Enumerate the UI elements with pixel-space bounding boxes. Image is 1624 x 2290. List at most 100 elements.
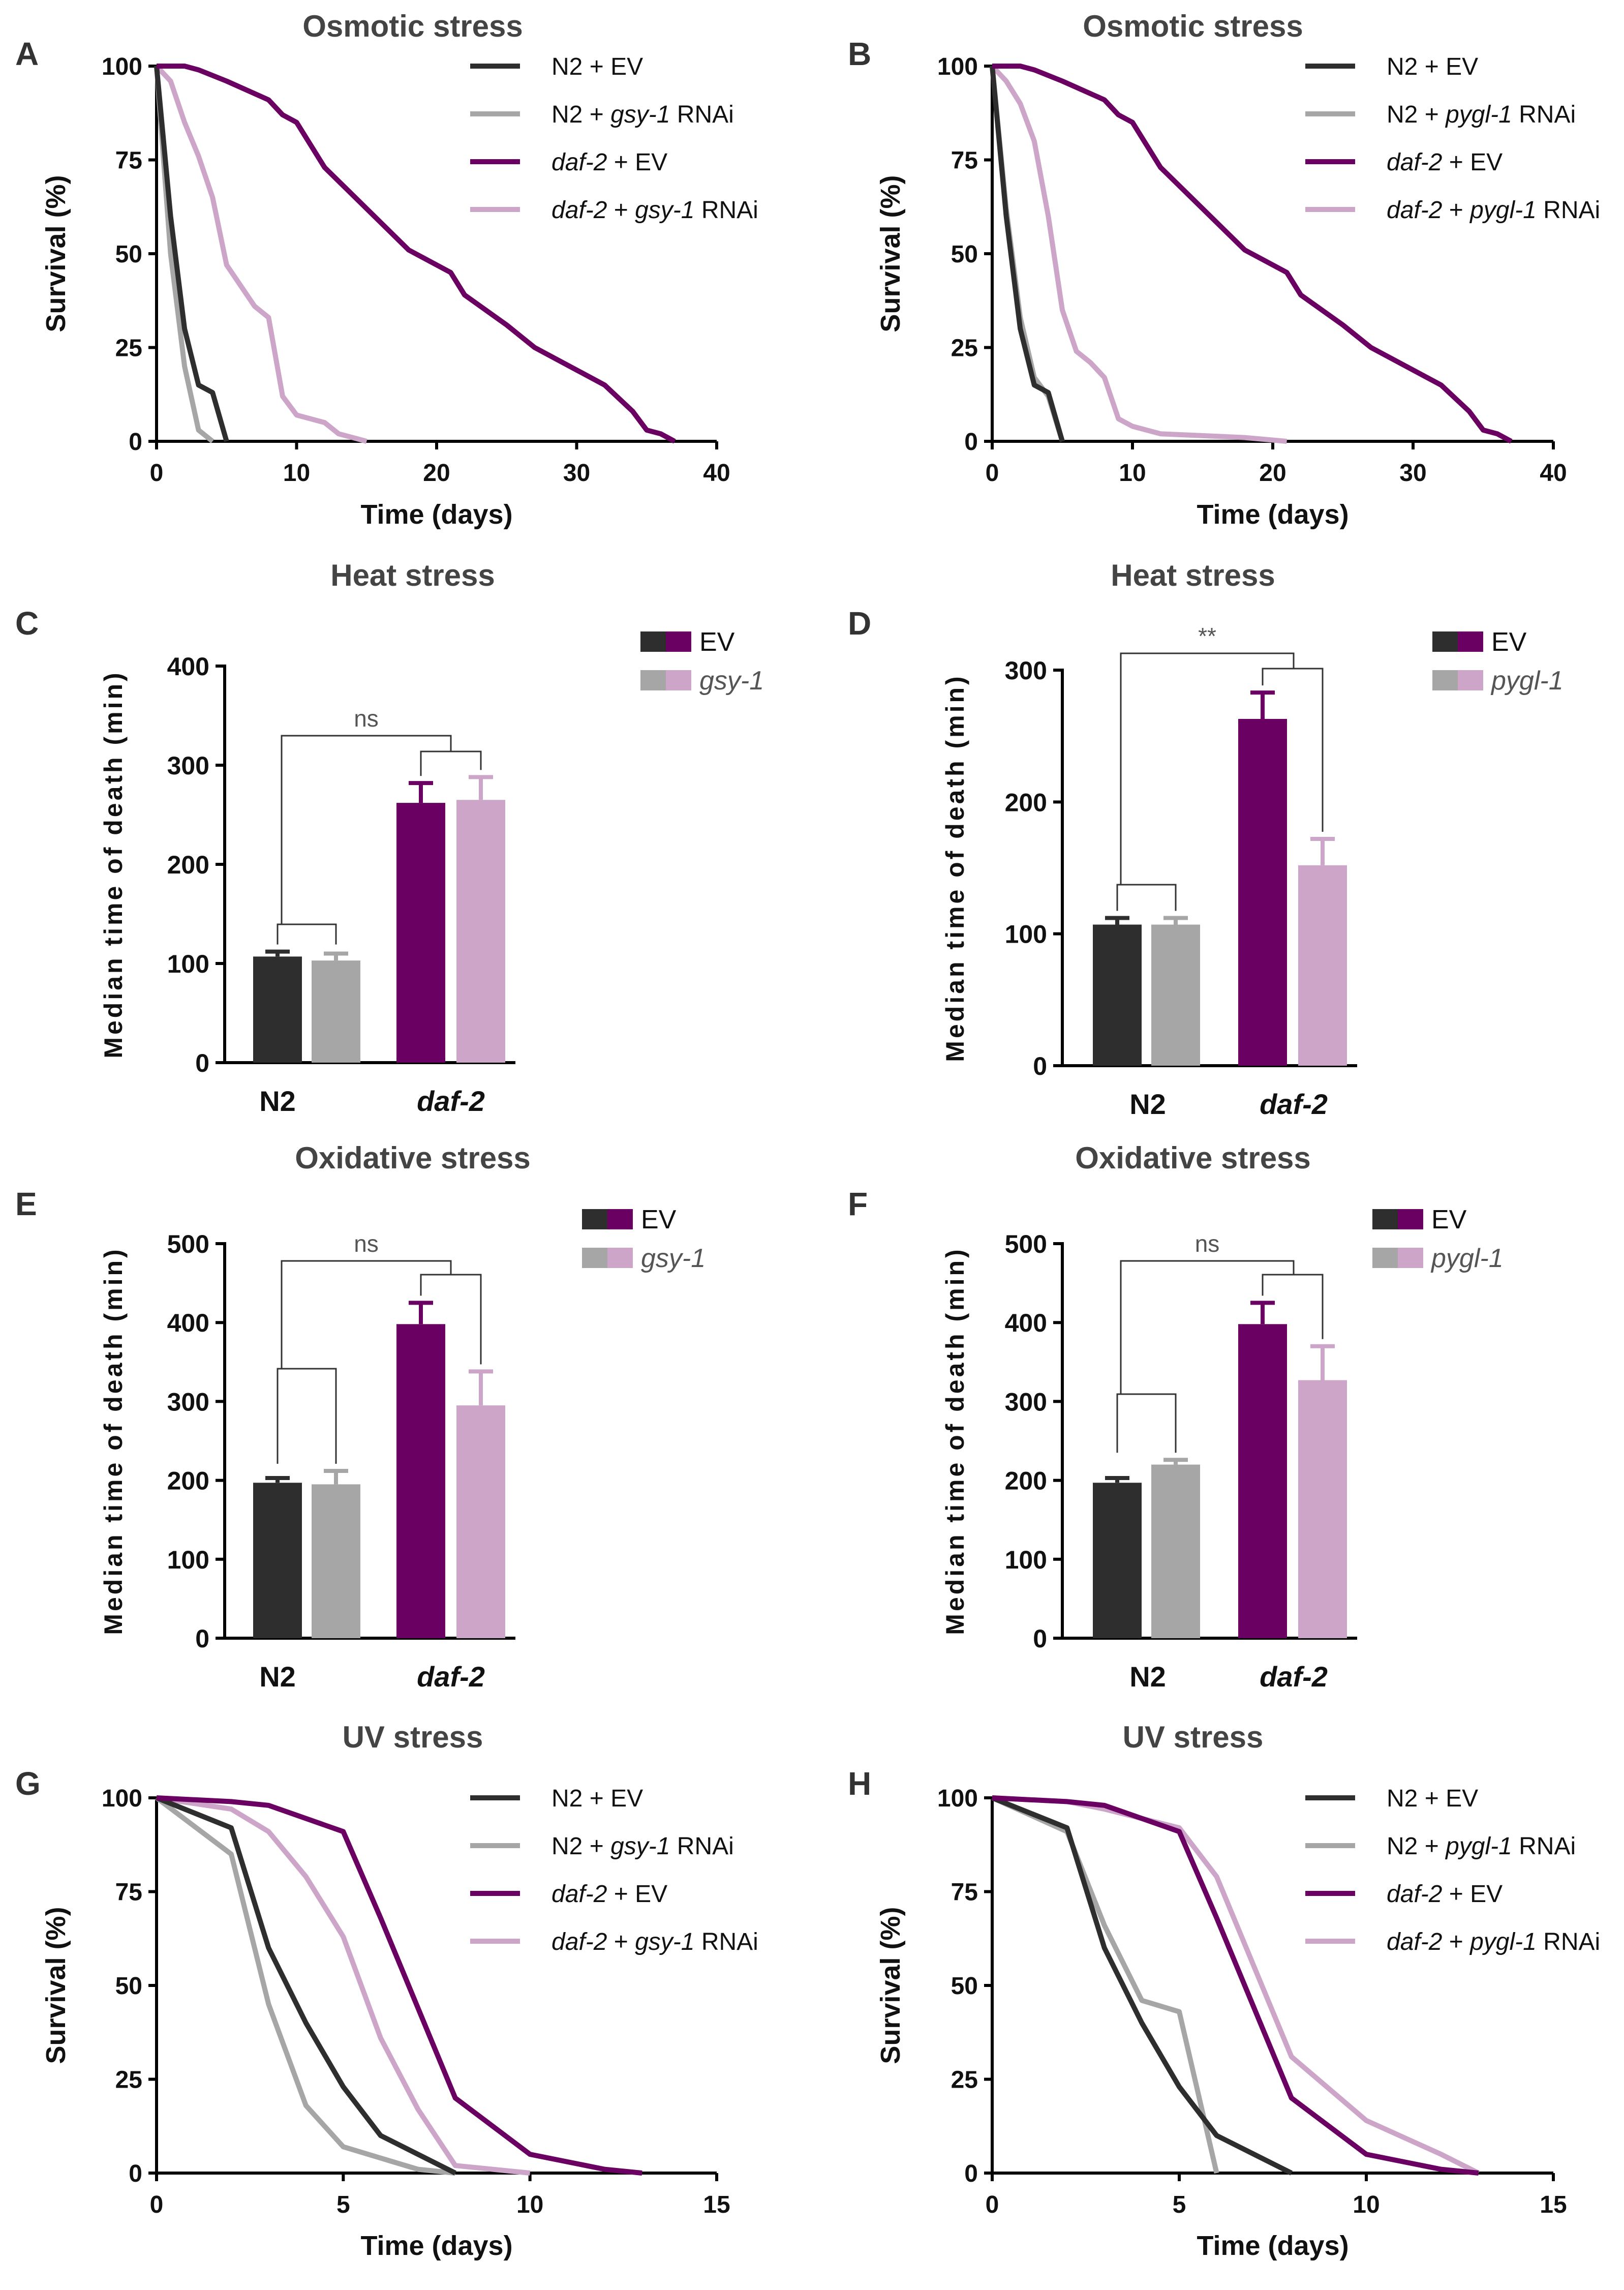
legend-label: daf-2 + EV: [1387, 1881, 1503, 1908]
bar: [396, 1324, 445, 1638]
y-tick-label: 75: [115, 1879, 142, 1906]
bracket-n2: [1116, 884, 1177, 911]
y-tick-label: 0: [195, 1624, 209, 1653]
y-tick-label: 75: [951, 1879, 978, 1906]
legend-swatch-n2: [582, 1248, 607, 1268]
text-span: + EV: [607, 149, 667, 176]
text-span: RNAi: [670, 101, 733, 128]
y-tick-label: 0: [1033, 1052, 1047, 1080]
legend-swatch-n2: [1372, 1248, 1398, 1268]
bar: [1093, 924, 1142, 1066]
panel-label: C: [15, 605, 39, 642]
significance-label: **: [1198, 623, 1216, 649]
y-axis-label: Median time of death (min): [941, 674, 969, 1062]
series-line: [156, 1795, 531, 2176]
y-tick-label: 200: [1005, 1467, 1047, 1495]
y-tick-label: 100: [937, 53, 978, 80]
text-span: gsy-1: [610, 101, 670, 128]
text-span: pygl-1: [1469, 1929, 1537, 1955]
bar: [1238, 718, 1287, 1066]
legend-swatch-n2: [1432, 631, 1458, 652]
y-axis-label: Median time of death (min): [99, 1247, 128, 1635]
x-tick-label: 10: [283, 460, 310, 487]
y-tick-label: 100: [1005, 920, 1047, 949]
legend-label: N2 + EV: [1387, 1785, 1478, 1812]
x-tick-label: 0: [986, 2191, 999, 2218]
legend-swatch-daf2: [666, 670, 691, 690]
text-span: + EV: [1442, 1881, 1503, 1908]
x-tick-label: 0: [150, 460, 164, 487]
panel-title: UV stress: [1123, 1720, 1264, 1754]
y-tick-label: 75: [115, 147, 142, 174]
y-tick-label: 200: [167, 1467, 209, 1495]
x-axis-label: Time (days): [1197, 2231, 1349, 2261]
legend-label: EV: [1431, 1205, 1467, 1234]
text-span: RNAi: [1537, 197, 1600, 224]
series-line: [992, 1795, 1479, 2176]
legend-label: daf-2 + EV: [1387, 149, 1503, 176]
y-axis-label: Median time of death (min): [941, 1247, 969, 1635]
text-span: pygl-1: [1445, 101, 1512, 128]
legend-label: EV: [641, 1205, 677, 1234]
y-axis-label: Median time of death (min): [99, 670, 128, 1058]
bar: [253, 956, 302, 1063]
y-tick-label: 25: [951, 2067, 978, 2094]
panel-b: B Osmotic stress 0 25 50 75 100 0 10 20 30 40 Surviv…: [848, 9, 1600, 530]
text-span: gsy-1: [635, 1929, 694, 1955]
x-tick-label: 10: [1119, 460, 1146, 487]
text-span: gsy-1: [610, 1833, 670, 1860]
y-tick-label: 25: [115, 2067, 142, 2094]
text-span: daf-2: [551, 197, 607, 224]
panel-title: Heat stress: [1111, 558, 1275, 592]
bracket-n2: [1116, 1393, 1177, 1453]
bar: [1298, 1380, 1347, 1638]
panel-label: B: [848, 36, 871, 72]
legend-label: daf-2 + gsy-1 RNAi: [551, 1929, 758, 1955]
series-line: [155, 1796, 456, 2176]
x-tick-label: 10: [516, 2191, 543, 2218]
x-tick-label: 0: [986, 460, 999, 487]
y-tick-label: 0: [964, 429, 978, 456]
x-tick-label: 20: [1259, 460, 1286, 487]
y-tick-label: 100: [1005, 1546, 1047, 1574]
text-span: RNAi: [694, 1929, 758, 1955]
legend-label: daf-2 + pygl-1 RNAi: [1387, 1929, 1600, 1955]
y-axis-label: Survival (%): [41, 175, 71, 332]
x-tick-label: 30: [1399, 460, 1426, 487]
y-tick-label: 300: [167, 1388, 209, 1416]
significance-label: ns: [354, 705, 379, 732]
y-tick-label: 300: [167, 751, 209, 780]
text-span: N2 +: [1387, 101, 1446, 128]
panel-h: H UV stress 0 25 50 75 100 0 5 10 15 Survival (%) Ti…: [848, 1720, 1600, 2261]
legend-label: pygl-1: [1490, 666, 1564, 696]
group-label: daf-2: [1260, 1661, 1328, 1693]
legend-label: N2 + gsy-1 RNAi: [551, 101, 734, 128]
text-span: RNAi: [1512, 1833, 1576, 1860]
y-tick-label: 400: [1005, 1309, 1047, 1337]
text-span: daf-2: [1387, 1881, 1442, 1908]
series-line: [157, 64, 676, 444]
panel-title: Oxidative stress: [295, 1141, 531, 1175]
y-tick-label: 0: [1033, 1624, 1047, 1653]
legend-label: N2 + pygl-1 RNAi: [1387, 1833, 1576, 1860]
legend-label: daf-2 + EV: [551, 1881, 667, 1908]
panel-label: E: [15, 1186, 37, 1222]
y-axis-label: Survival (%): [41, 1907, 71, 2064]
legend-label: N2 + pygl-1 RNAi: [1387, 101, 1576, 128]
x-axis-label: Time (days): [360, 2231, 512, 2261]
text-span: N2 + EV: [1387, 53, 1478, 80]
y-tick-label: 0: [129, 429, 142, 456]
text-span: +: [607, 197, 635, 224]
y-tick-label: 400: [167, 1309, 209, 1337]
legend-swatch-daf2: [1398, 1248, 1423, 1268]
series-line: [991, 1795, 1293, 2176]
bracket-daf2: [1262, 668, 1324, 832]
bracket-n2: [277, 1368, 337, 1464]
group-label: N2: [1129, 1088, 1166, 1120]
y-tick-label: 0: [195, 1049, 209, 1077]
text-span: N2 + EV: [551, 1785, 643, 1812]
text-span: pygl-1: [1445, 1833, 1512, 1860]
y-tick-label: 100: [937, 1785, 978, 1812]
bar: [1093, 1483, 1142, 1638]
